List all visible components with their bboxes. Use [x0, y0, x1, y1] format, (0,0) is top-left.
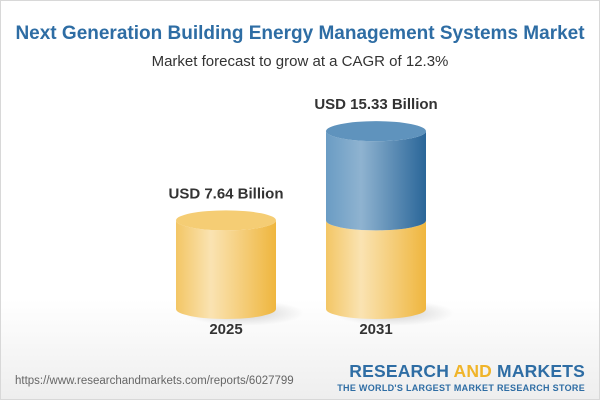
cylinder-base-segment [176, 220, 276, 319]
cylinder-top [176, 210, 276, 231]
subtitle: Market forecast to grow at a CAGR of 12.… [151, 53, 449, 70]
data-label: USD 7.64 Billion [168, 185, 283, 202]
logo-text: AND [453, 361, 492, 381]
page-title: Next Generation Building Energy Manageme… [15, 23, 585, 44]
category-label: 2025 [209, 321, 242, 338]
cylinder-base-segment [326, 220, 426, 319]
data-label: USD 15.33 Billion [314, 96, 437, 113]
category-label: 2031 [359, 321, 392, 338]
logo-text: MARKETS [492, 361, 585, 381]
source-url[interactable]: https://www.researchandmarkets.com/repor… [15, 375, 294, 387]
logo-text: RESEARCH [349, 361, 454, 381]
cylinder-growth-segment [326, 131, 426, 231]
cylinder-top [326, 121, 426, 142]
logo-tagline: THE WORLD'S LARGEST MARKET RESEARCH STOR… [337, 383, 585, 393]
logo: RESEARCH AND MARKETS THE WORLD'S LARGEST… [337, 361, 585, 393]
